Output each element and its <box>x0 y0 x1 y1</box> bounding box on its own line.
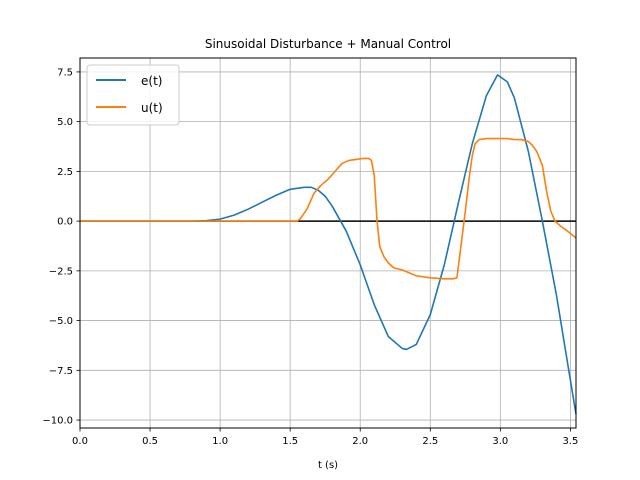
series-line-u <box>80 137 577 280</box>
y-tick-label: 0.0 <box>57 217 73 228</box>
x-tick-label: 0.5 <box>142 436 158 447</box>
y-tick-label: 2.5 <box>57 167 73 178</box>
legend: e(t) u(t) <box>86 64 180 126</box>
y-tick-label: 5.0 <box>57 117 73 128</box>
x-tick-label: 2.0 <box>352 436 368 447</box>
y-tick-label: −10.0 <box>42 416 73 427</box>
series-lines <box>80 74 577 415</box>
legend-label-u: u(t) <box>141 101 163 115</box>
x-tick-label: 1.5 <box>282 436 298 447</box>
series-line-e <box>80 74 577 415</box>
y-tick-label: −2.5 <box>49 266 73 277</box>
legend-box <box>86 64 180 126</box>
legend-label-e: e(t) <box>141 74 162 88</box>
chart-title: Sinusoidal Disturbance + Manual Control <box>205 37 451 51</box>
x-tick-label: 1.0 <box>212 436 228 447</box>
x-tick-label: 2.5 <box>422 436 438 447</box>
y-axis: 7.5 5.0 2.5 0.0 −2.5 −5.0 −7.5 −10.0 <box>42 67 80 427</box>
x-tick-label: 3.0 <box>492 436 508 447</box>
x-axis: 0.0 0.5 1.0 1.5 2.0 2.5 3.0 3.5 <box>72 428 578 447</box>
x-tick-label: 3.5 <box>562 436 578 447</box>
x-axis-label: t (s) <box>318 460 338 471</box>
y-tick-label: −5.0 <box>49 316 73 327</box>
y-tick-label: 7.5 <box>57 67 73 78</box>
x-tick-label: 0.0 <box>72 436 88 447</box>
y-tick-label: −7.5 <box>49 366 73 377</box>
plot-frame <box>79 57 577 429</box>
